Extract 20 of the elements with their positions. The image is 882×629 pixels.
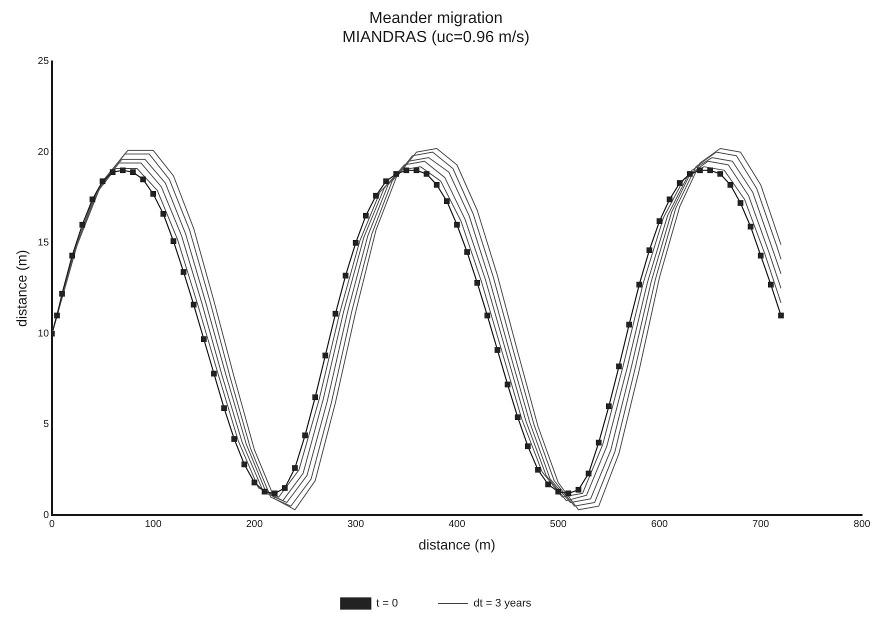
legend-label: t = 0 [376,598,398,610]
x-tick-label: 500 [550,518,567,530]
y-tick-label: 25 [38,56,50,68]
y-tick-label: 20 [38,146,50,158]
x-tick-label: 800 [854,518,871,530]
x-tick-label: 100 [144,518,162,530]
x-tick-label: 700 [752,518,770,530]
y-tick-label: 15 [38,238,50,249]
x-tick-label: 300 [347,518,364,530]
y-axis-title: distance (m) [13,250,30,327]
y-tick-label: 0 [43,510,50,521]
y-tick-label: 10 [38,328,50,340]
x-tick-label: 400 [448,518,466,530]
chart-subtitle: MIANDRAS (uc=0.96 m/s) [342,29,530,46]
x-tick-label: 600 [651,518,668,530]
legend-label: dt = 3 years [473,598,532,610]
x-tick-label: 200 [246,518,264,530]
x-axis-title: distance (m) [418,536,496,552]
y-tick-label: 5 [43,419,50,430]
chart-title: Meander migration [369,10,503,28]
